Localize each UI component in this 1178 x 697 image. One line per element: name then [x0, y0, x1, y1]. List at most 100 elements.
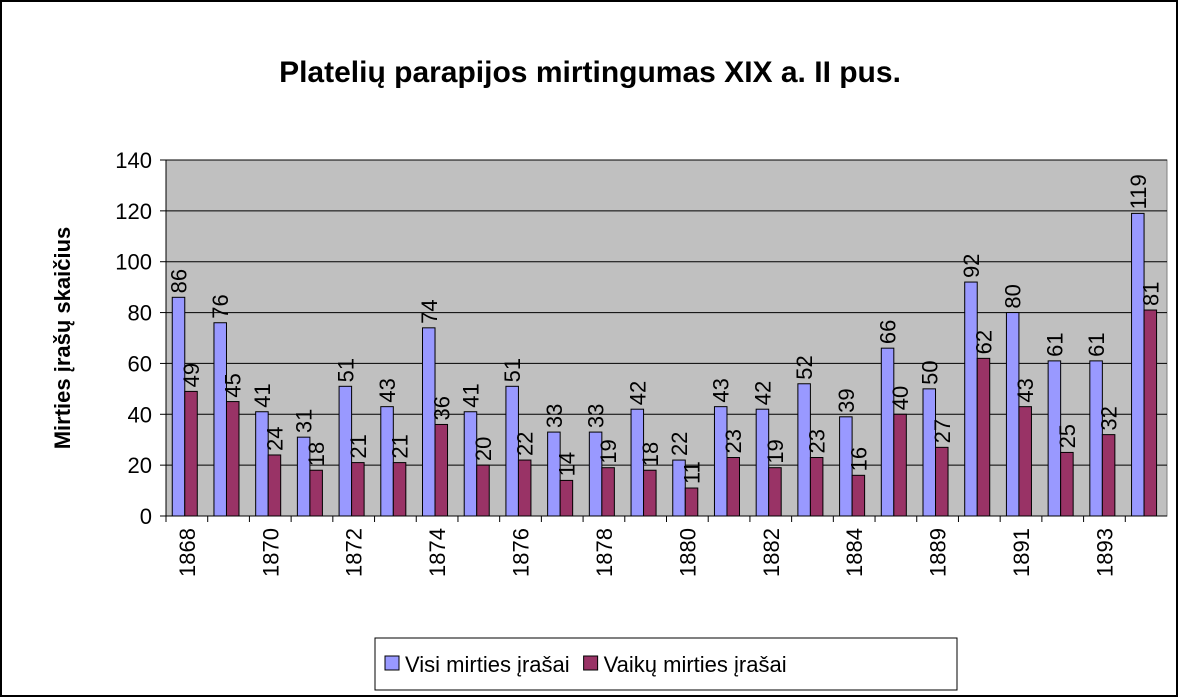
x-tick-label: 1893: [1092, 528, 1117, 577]
bar: [809, 457, 824, 517]
value-label: 33: [542, 404, 567, 428]
value-label: 25: [1055, 424, 1080, 448]
bar: [922, 388, 937, 517]
plot-area: [165, 159, 1168, 517]
value-label: 18: [638, 442, 663, 466]
value-label: 51: [333, 358, 358, 382]
bar: [713, 406, 728, 517]
x-tick-label: 1884: [842, 528, 867, 577]
x-tick-label: 1872: [342, 528, 367, 577]
value-label: 19: [763, 439, 788, 463]
bar: [797, 383, 811, 517]
bar: [935, 446, 949, 517]
y-axis-title: Mirties įrašų skaičius: [50, 227, 75, 450]
value-label: 40: [888, 386, 913, 410]
value-label: 80: [1001, 284, 1026, 308]
x-tick-label: 1878: [592, 528, 617, 577]
x-tick-label: 1868: [175, 528, 200, 577]
bar: [1143, 309, 1158, 517]
value-label: 22: [513, 432, 538, 456]
y-tick-label: 140: [115, 148, 152, 173]
bar: [392, 462, 407, 517]
bar: [1060, 451, 1074, 517]
bar: [505, 385, 519, 517]
value-label: 119: [1126, 174, 1151, 209]
value-label: 14: [554, 452, 579, 476]
value-label: 51: [500, 358, 525, 382]
bar: [267, 454, 282, 517]
bar: [755, 408, 770, 517]
bar: [559, 479, 574, 517]
x-tick-label: 1880: [675, 528, 700, 577]
bar: [184, 390, 198, 517]
legend-label: Vaikų mirties įrašai: [604, 652, 787, 677]
bar: [380, 406, 394, 517]
bar: [517, 459, 532, 517]
bar: [434, 423, 449, 517]
value-label: 39: [834, 388, 859, 412]
x-tick-label: 1882: [759, 528, 784, 577]
bar: [422, 327, 436, 517]
bar: [1005, 312, 1020, 517]
value-label: 27: [930, 419, 955, 443]
bar: [338, 385, 353, 517]
bar: [351, 462, 365, 517]
bar: [643, 469, 657, 517]
bar: [547, 431, 561, 517]
x-tick-label: 1874: [425, 528, 450, 577]
value-label: 32: [1097, 406, 1122, 430]
y-tick-label: 100: [115, 250, 152, 275]
y-tick-label: 120: [115, 199, 152, 224]
value-label: 61: [1084, 332, 1109, 356]
bar: [630, 408, 645, 517]
bar: [1089, 360, 1103, 517]
y-tick-label: 0: [140, 504, 152, 529]
value-label: 21: [388, 434, 413, 458]
value-label: 21: [346, 434, 371, 458]
value-label: 52: [792, 355, 817, 379]
x-tick-label: 1891: [1009, 528, 1034, 577]
value-label: 86: [167, 269, 192, 293]
legend-box: [374, 637, 958, 691]
bar: [768, 467, 782, 517]
value-label: 81: [1138, 282, 1163, 306]
bar: [726, 457, 740, 517]
bar: [684, 487, 699, 517]
value-label: 41: [458, 383, 483, 407]
value-label: 19: [596, 439, 621, 463]
value-label: 36: [429, 396, 454, 420]
value-label: 41: [250, 383, 275, 407]
bar: [171, 296, 186, 517]
bar: [309, 469, 323, 517]
bar: [1047, 360, 1062, 517]
value-label: 62: [971, 330, 996, 354]
value-label: 74: [417, 299, 442, 323]
bar: [964, 281, 978, 517]
legend-swatch: [384, 655, 400, 671]
value-label: 33: [584, 404, 609, 428]
value-label: 16: [846, 447, 871, 471]
value-label: 23: [805, 429, 830, 453]
y-tick-label: 40: [128, 402, 152, 427]
bar: [476, 464, 490, 517]
bar: [893, 413, 907, 517]
value-label: 45: [221, 373, 246, 397]
value-label: 76: [208, 294, 233, 318]
value-label: 92: [959, 254, 984, 278]
bar: [1018, 406, 1032, 517]
value-label: 20: [471, 437, 496, 461]
value-label: 23: [721, 429, 746, 453]
value-label: 49: [179, 363, 204, 387]
x-tick-label: 1876: [509, 528, 534, 577]
bar: [1131, 212, 1145, 517]
bar: [851, 474, 866, 517]
value-label: 18: [304, 442, 329, 466]
bar: [463, 411, 478, 517]
legend-swatch: [583, 655, 599, 671]
value-label: 50: [917, 360, 942, 384]
x-tick-label: 1870: [258, 528, 283, 577]
bar: [976, 357, 991, 517]
value-label: 31: [292, 409, 317, 433]
value-label: 22: [667, 432, 692, 456]
